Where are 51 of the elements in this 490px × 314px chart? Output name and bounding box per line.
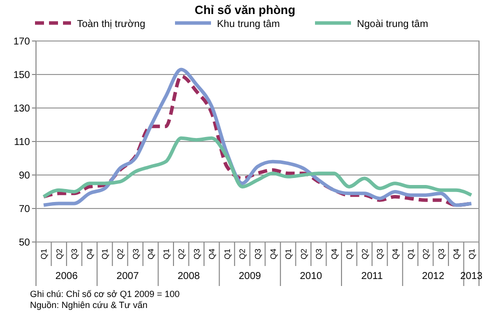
x-tick-label: Q4 [268, 248, 278, 260]
text: 2012 [422, 271, 445, 282]
x-tick-label: Q3 [376, 248, 385, 260]
legend-label: Toàn thị trường [77, 19, 146, 30]
x-tick-label: Q2 [177, 248, 186, 260]
x-tick-label: Q1 [100, 248, 110, 260]
x-tick-label: Q4 [330, 248, 339, 260]
legend-label: Khu trung tâm [217, 19, 280, 30]
x-tick-label: Q4 [146, 248, 156, 260]
y-tick-label: 90 [18, 170, 30, 182]
x-tick-label: Q1 [222, 248, 232, 260]
x-tick-label: Q1 [40, 248, 49, 260]
x-tick-label: Q3 [70, 248, 80, 260]
text: 2011 [361, 271, 384, 282]
x-tick-label: Q1 [345, 248, 354, 260]
x-tick-label: Q2 [299, 248, 308, 260]
x-tick-label: Q4 [85, 248, 94, 260]
x-tick-label: Q4 [390, 248, 400, 260]
y-tick-label: 150 [13, 70, 30, 81]
text: 2006 [55, 271, 78, 282]
x-tick-label: Q1 [284, 248, 294, 260]
text: 2010 [300, 271, 323, 282]
x-tick-label: Q3 [314, 248, 324, 260]
x-tick-label: Q2 [422, 248, 431, 260]
x-tick-label: Q2 [116, 248, 126, 260]
x-tick-label: Q3 [254, 248, 262, 260]
chart-title: Chỉ số văn phòng [194, 3, 296, 17]
text: 2009 [238, 271, 262, 282]
x-tick-label: Q1 [162, 248, 171, 260]
x-tick-label: Q1 [406, 248, 416, 260]
x-tick-label: Q4 [452, 248, 462, 260]
x-tick-label: Q2 [360, 248, 370, 260]
text: Ghi chú: Chỉ số cơ sở Q1 2009 = 100 [30, 289, 180, 299]
text: 2008 [178, 271, 200, 282]
x-tick-label: Q2 [54, 248, 64, 260]
y-tick-label: 170 [13, 36, 30, 48]
x-tick-label: Q1 [467, 248, 476, 260]
x-tick-label: Q3 [131, 248, 140, 260]
x-tick-label: Q4 [208, 248, 217, 260]
x-tick-label: Q3 [436, 248, 446, 260]
y-tick-label: 70 [18, 204, 30, 215]
x-tick-label: Q2 [238, 248, 248, 260]
y-tick-label: 130 [13, 104, 30, 114]
line-series [42, 136, 474, 199]
x-tick-label: Q3 [192, 248, 202, 260]
y-tick-label: 50 [18, 238, 30, 248]
text: Nguồn: Nghiên cứu & Tư vấn [30, 300, 148, 310]
text: 2007 [116, 271, 140, 282]
y-tick-label: 110 [14, 137, 30, 148]
text: 2013 [460, 271, 483, 282]
legend-label: Ngoài trung tâm [357, 19, 428, 30]
